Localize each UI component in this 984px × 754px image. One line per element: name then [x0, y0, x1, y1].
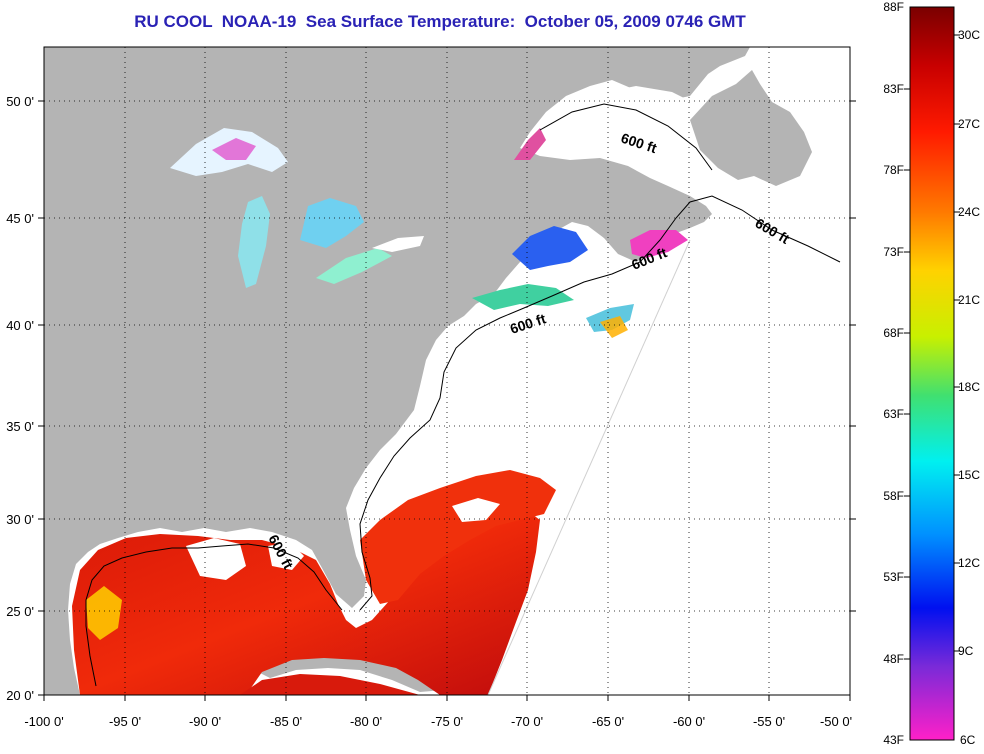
colorbar-f-label: 63F [883, 407, 904, 421]
lat-tick-label: 30 0' [6, 512, 34, 527]
gulf-of-maine-sst [512, 226, 588, 270]
nova-scotia-landmass [594, 206, 692, 244]
colorbar-c-label: 18C [958, 380, 980, 394]
colorbar-f-label: 53F [883, 570, 904, 584]
lat-tick-label: 20 0' [6, 688, 34, 703]
newfoundland-landmass [690, 70, 812, 186]
colorbar-c-label: 12C [958, 556, 980, 570]
colorbar-c-label: 30C [958, 28, 980, 42]
sst-colorbar [909, 6, 955, 741]
georges-bank-sst [586, 304, 634, 332]
lon-tick-label: -85 0' [270, 714, 302, 729]
atlantic-cloud-gap [452, 498, 500, 522]
st-lawrence-sst [514, 128, 546, 160]
isobath-600ft-atlantic [359, 195, 841, 611]
lon-tick-label: -100 0' [24, 714, 63, 729]
lon-tick-label: -95 0' [109, 714, 141, 729]
colorbar-f-label: 83F [883, 82, 904, 96]
colorbar-c-label: 27C [958, 117, 980, 131]
isobath-600ft-gulf [85, 543, 343, 687]
st-lawrence-water [560, 86, 700, 150]
colorbar-f-label: 58F [883, 489, 904, 503]
lat-tick-label: 40 0' [6, 318, 34, 333]
map-title: RU COOL NOAA-19 Sea Surface Temperature:… [134, 12, 746, 31]
shelf-sst-green [472, 284, 574, 310]
colorbar-f-label: 43F [883, 733, 904, 747]
nova-scotia-shelf-sst [630, 230, 688, 258]
swath-edge [487, 239, 691, 695]
lon-tick-label: -75 0' [431, 714, 463, 729]
colorbar-f-label: 73F [883, 245, 904, 259]
colorbar-f-label: 78F [883, 163, 904, 177]
lon-tick-label: -70 0' [511, 714, 543, 729]
gulf-of-mexico-sst [72, 508, 540, 695]
caribbean-sst [240, 674, 420, 695]
land-mass [44, 47, 750, 695]
colorbar-c-label: 21C [958, 293, 980, 307]
colorbar-c-label: 9C [958, 644, 974, 658]
colorbar-c-label: 24C [958, 205, 980, 219]
lon-tick-label: -90 0' [189, 714, 221, 729]
lon-tick-label: -60 0' [673, 714, 705, 729]
colorbar-f-label: 68F [883, 326, 904, 340]
colorbar-c-label: 15C [958, 468, 980, 482]
lake-ontario [372, 236, 424, 252]
lake-michigan [238, 196, 270, 288]
lon-tick-label: -80 0' [350, 714, 382, 729]
lon-tick-label: -55 0' [753, 714, 785, 729]
lon-tick-label: -65 0' [592, 714, 624, 729]
colorbar-c-label: 6C [960, 733, 976, 747]
isobath-600ft-st-lawrence [539, 103, 713, 171]
colorbar-f-label: 48F [883, 652, 904, 666]
lake-superior-magenta [212, 138, 256, 160]
lat-tick-label: 35 0' [6, 419, 34, 434]
lake-huron [300, 198, 364, 248]
lat-tick-label: 45 0' [6, 211, 34, 226]
lake-erie [316, 248, 392, 284]
gulf-warm-patch [86, 586, 122, 640]
gulf-cloud-gap [186, 538, 246, 580]
colorbar-f-label: 88F [883, 0, 904, 14]
shelf-sst-yellow [600, 316, 628, 338]
atlantic-warm-band [360, 470, 556, 604]
lat-tick-label: 25 0' [6, 604, 34, 619]
lon-tick-label: -50 0' [820, 714, 852, 729]
lat-tick-label: 50 0' [6, 94, 34, 109]
